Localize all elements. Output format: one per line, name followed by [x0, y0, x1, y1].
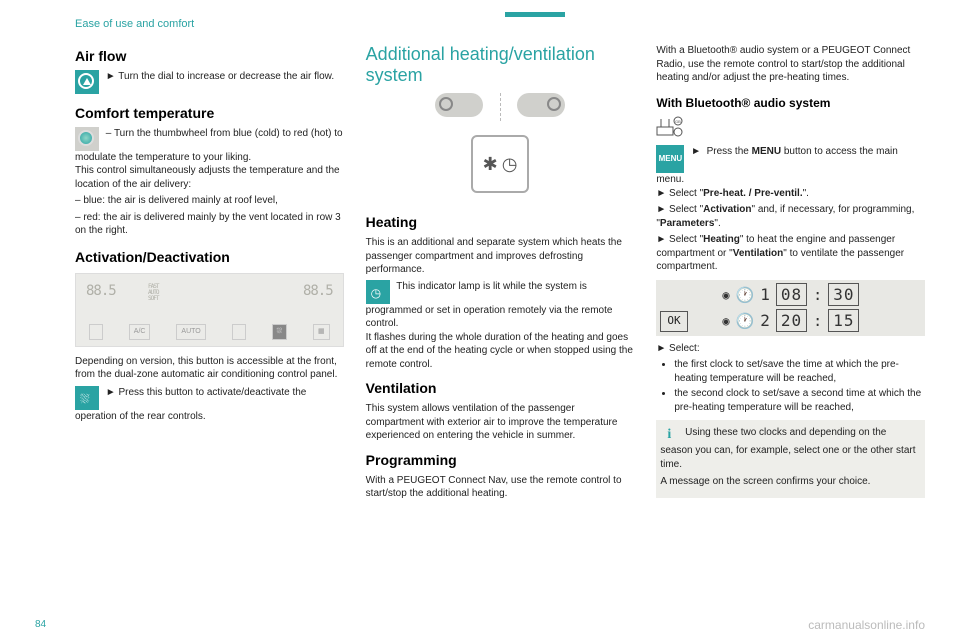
indicator-lamp-icon: ◷: [366, 280, 390, 304]
page-number: 84: [35, 619, 46, 630]
accent-bar: [505, 12, 565, 17]
clock-row-1: ◉ 🕐 1 08: 30: [722, 283, 919, 307]
comfort-p4: – red: the air is delivered mainly by th…: [75, 211, 344, 238]
info-icon: i: [660, 426, 678, 444]
step-activation: ► Select "Activation" and, if necessary,…: [656, 203, 925, 230]
heating-p2: This indicator lamp is lit while the sys…: [366, 281, 613, 330]
fan-icon: ✱: [483, 152, 498, 176]
clock-icon: 🕐: [736, 311, 755, 331]
panel-mode-text: FAST AUTO SOFT: [148, 284, 158, 302]
heating-title: Heating: [366, 213, 635, 232]
rear-button-icon: ⛆: [75, 386, 99, 410]
programming-p1: With a PEUGEOT Connect Nav, use the remo…: [366, 474, 635, 501]
panel-defrost-button: ▦: [313, 324, 330, 339]
activation-title: Activation/Deactivation: [75, 248, 344, 267]
programming-title: Programming: [366, 451, 635, 470]
clock-display: OK ◉ 🕐 1 08: 30 ◉ 🕐 2 20: 1: [656, 280, 925, 336]
radio-dot-icon: ◉: [722, 287, 729, 303]
comfort-p1: – Turn the thumbwheel from blue (cold) t…: [75, 128, 343, 163]
menu-button-icon: MENU: [656, 145, 684, 173]
column-1: Air flow ► Turn the dial to increase or …: [75, 44, 344, 504]
activation-p2: ► Press this button to activate/deactiva…: [75, 387, 306, 422]
select-label: ► Select:: [656, 342, 925, 356]
panel-blank2: [232, 324, 246, 339]
bullet-1: the first clock to set/save the time at …: [674, 358, 925, 385]
heating-p1: This is an additional and separate syste…: [366, 236, 635, 277]
thumbwheel-icon: [75, 127, 99, 151]
step-heating: ► Select "Heating" to heat the engine an…: [656, 233, 925, 274]
clock1-index: 1: [760, 284, 770, 306]
panel-seg-left: 88.5: [86, 282, 116, 301]
additional-heating-title: Additional heating/ventilation system: [366, 44, 635, 85]
air-flow-text: ► Turn the dial to increase or decrease …: [106, 71, 334, 82]
panel-blank1: [89, 324, 103, 339]
info-p1: Using these two clocks and depending on …: [660, 427, 915, 470]
watermark: carmanualsonline.info: [808, 618, 925, 632]
bullet-2: the second clock to set/save a second ti…: [674, 387, 925, 414]
clock2-index: 2: [760, 310, 770, 332]
clock2-min: 15: [828, 309, 859, 333]
right-wheel-icon: [517, 93, 565, 117]
clock1-min: 30: [828, 283, 859, 307]
svg-text:GB: GB: [675, 119, 681, 124]
step-preheat: ► Select "Pre-heat. / Pre-ventil.".: [656, 187, 925, 201]
comfort-title: Comfort temperature: [75, 104, 344, 123]
ok-box: OK: [660, 311, 687, 332]
heating-p3: It flashes during the whole duration of …: [366, 331, 635, 372]
panel-auto-button: AUTO: [176, 324, 205, 339]
comfort-p3: – blue: the air is delivered mainly at r…: [75, 194, 344, 208]
column-2: Additional heating/ventilation system ✱ …: [366, 44, 635, 504]
radio-icon: GB: [656, 115, 686, 137]
info-box: i Using these two clocks and depending o…: [656, 420, 925, 498]
comfort-p2: This control simultaneously adjusts the …: [75, 164, 344, 191]
info-p2: A message on the screen confirms your ch…: [660, 475, 919, 489]
panel-seg-right: 88.5: [303, 282, 333, 301]
bluetooth-title: With Bluetooth® audio system: [656, 95, 925, 111]
fan-timer-box: ✱ ◷: [471, 135, 529, 193]
left-wheel-icon: [435, 93, 483, 117]
menu-text: ► Press the MENU button to access the ma…: [656, 146, 897, 185]
radio-dot-icon: ◉: [722, 313, 729, 329]
col3-intro: With a Bluetooth® audio system or a PEUG…: [656, 44, 925, 85]
air-flow-title: Air flow: [75, 47, 344, 66]
column-3: With a Bluetooth® audio system or a PEUG…: [656, 44, 925, 504]
clock-row-2: ◉ 🕐 2 20: 15: [722, 309, 919, 333]
divider-line: [500, 93, 501, 121]
clock1-hour: 08: [776, 283, 807, 307]
clock2-hour: 20: [776, 309, 807, 333]
breadcrumb: Ease of use and comfort: [75, 18, 925, 30]
fan-dial-icon: [75, 70, 99, 94]
ventilation-p1: This system allows ventilation of the pa…: [366, 402, 635, 443]
ac-panel-figure: 88.5 FAST AUTO SOFT 88.5 A/C AUTO ⛆ ▦: [75, 273, 344, 347]
clock-icon: 🕐: [736, 285, 755, 305]
timer-icon: ◷: [502, 152, 518, 176]
ventilation-title: Ventilation: [366, 379, 635, 398]
ventilation-figure: ✱ ◷: [435, 93, 565, 203]
panel-rear-button: ⛆: [272, 324, 288, 339]
activation-p1: Depending on version, this button is acc…: [75, 355, 344, 382]
panel-ac-button: A/C: [129, 324, 151, 339]
